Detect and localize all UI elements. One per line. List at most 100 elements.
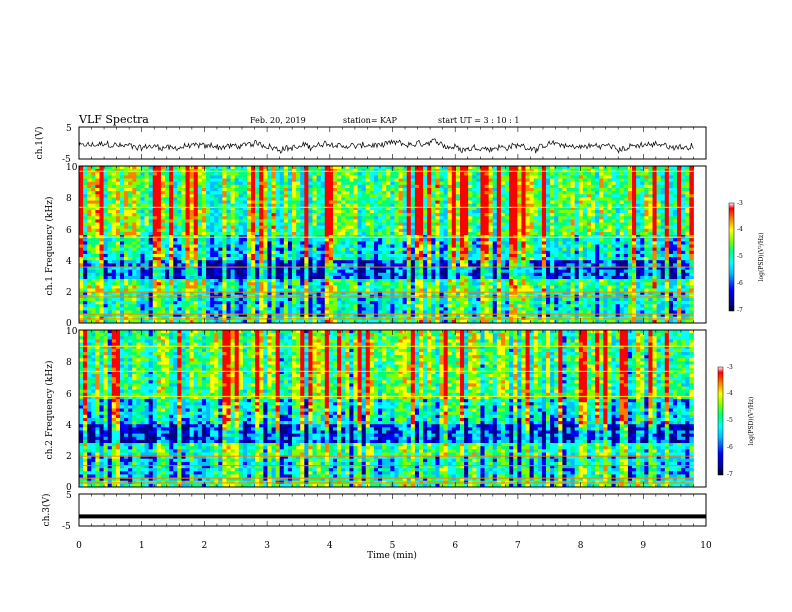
spectrogram-cell (509, 213, 514, 217)
spectrogram-cell (271, 175, 277, 179)
spectrogram-cell (394, 181, 399, 186)
spectrogram-cell (427, 247, 432, 252)
spectrogram-cell (451, 166, 457, 170)
spectrogram-cell (300, 184, 305, 189)
spectrogram-cell (570, 191, 576, 195)
spectrogram-cell (115, 260, 121, 264)
spectrogram-cell (455, 266, 461, 271)
spectrogram-cell (144, 238, 150, 242)
spectrogram-cell (246, 175, 252, 179)
spectrogram-cell (242, 194, 248, 198)
spectrogram-cell (222, 209, 227, 214)
spectrogram-cell (255, 253, 260, 258)
spectrogram-cell (246, 257, 252, 261)
spectrogram-cell (677, 181, 682, 186)
spectrogram-cell (99, 206, 104, 211)
spectrogram-cell (464, 222, 469, 227)
spectrogram-cell (648, 197, 653, 201)
spectrogram-cell (332, 178, 338, 183)
spectrogram-cell (181, 191, 186, 195)
spectrogram-cell (505, 231, 510, 236)
spectrogram-cell (439, 200, 444, 205)
spectrogram-cell (582, 187, 588, 192)
spectrogram-cell (308, 263, 313, 267)
spectrogram-cell (373, 187, 379, 192)
spectrogram-cell (255, 175, 260, 179)
spectrogram-cell (562, 250, 567, 255)
spectrogram-cell (595, 250, 600, 255)
spectrogram-cell (570, 206, 576, 211)
spectrogram-cell (402, 247, 408, 252)
spectrogram-cell (79, 194, 84, 198)
spectrogram-cell (677, 257, 682, 261)
spectrogram-cell (390, 200, 395, 205)
spectrogram-cell (107, 191, 113, 195)
spectrogram-cell (529, 266, 535, 271)
spectrogram-cell (79, 181, 84, 186)
spectrogram-cell (459, 238, 465, 242)
spectrogram-cell (238, 175, 244, 179)
spectrogram-cell (455, 166, 461, 170)
spectrogram-cell (615, 172, 621, 176)
spectrogram-cell (259, 263, 264, 267)
spectrogram-cell (656, 225, 662, 230)
spectrogram-cell (558, 263, 563, 267)
spectrogram-cell (668, 257, 674, 261)
spectrogram-cell (672, 194, 678, 198)
spectrogram-cell (222, 241, 227, 245)
spectrogram-cell (586, 213, 592, 217)
spectrogram-cell (496, 244, 502, 249)
spectrogram-cell (242, 228, 248, 233)
spectrogram-cell (238, 184, 244, 189)
spectrogram-cell (603, 225, 608, 230)
spectrogram-cell (332, 191, 338, 195)
spectrogram-cell (586, 197, 592, 201)
spectrogram-cell (685, 203, 690, 208)
spectrogram-cell (672, 244, 678, 249)
spectrogram-cell (566, 166, 571, 170)
spectrogram-cell (275, 253, 281, 258)
spectrogram-cell (83, 250, 88, 255)
spectrogram-cell (308, 225, 313, 230)
spectrogram-cell (144, 260, 150, 264)
spectrogram-cell (287, 172, 293, 176)
spectrogram-cell (197, 238, 203, 242)
spectrogram-cell (439, 187, 444, 192)
spectrogram-cell (255, 250, 260, 255)
spectrogram-cell (414, 238, 420, 242)
spectrogram-cell (644, 216, 649, 220)
spectrogram-cell (664, 178, 670, 183)
spectrogram-cell (619, 203, 625, 208)
spectrogram-cell (636, 187, 641, 192)
spectrogram-cell (562, 231, 567, 236)
spectrogram-cell (283, 219, 289, 223)
spectrogram-cell (488, 222, 494, 227)
spectrogram-cell (570, 181, 576, 186)
spectrogram-cell (251, 241, 256, 245)
spectrogram-cell (500, 260, 506, 264)
spectrogram-cell (242, 209, 248, 214)
spectrogram-cell (537, 194, 543, 198)
spectrogram-cell (357, 213, 363, 217)
spectrogram-cell (410, 216, 416, 220)
spectrogram-cell (439, 219, 444, 223)
spectrogram-cell (279, 253, 285, 258)
spectrogram-cell (234, 253, 240, 258)
spectrogram-cell (476, 209, 481, 214)
spectrogram-cell (115, 253, 121, 258)
spectrogram-cell (509, 250, 514, 255)
spectrogram-cell (648, 172, 653, 176)
spectrogram-cell (169, 194, 174, 198)
spectrogram-cell (660, 166, 666, 170)
spectrogram-cell (521, 181, 526, 186)
spectrogram-cell (332, 263, 338, 267)
spectrogram-cell (83, 200, 88, 205)
spectrogram-cell (550, 213, 555, 217)
spectrogram-cell (177, 266, 182, 271)
spectrogram-cell (578, 257, 584, 261)
spectrogram-cell (251, 263, 256, 267)
spectrogram-cell (476, 253, 481, 258)
spectrogram-cell (550, 200, 555, 205)
spectrogram-cell (443, 191, 449, 195)
spectrogram-cell (136, 260, 141, 264)
